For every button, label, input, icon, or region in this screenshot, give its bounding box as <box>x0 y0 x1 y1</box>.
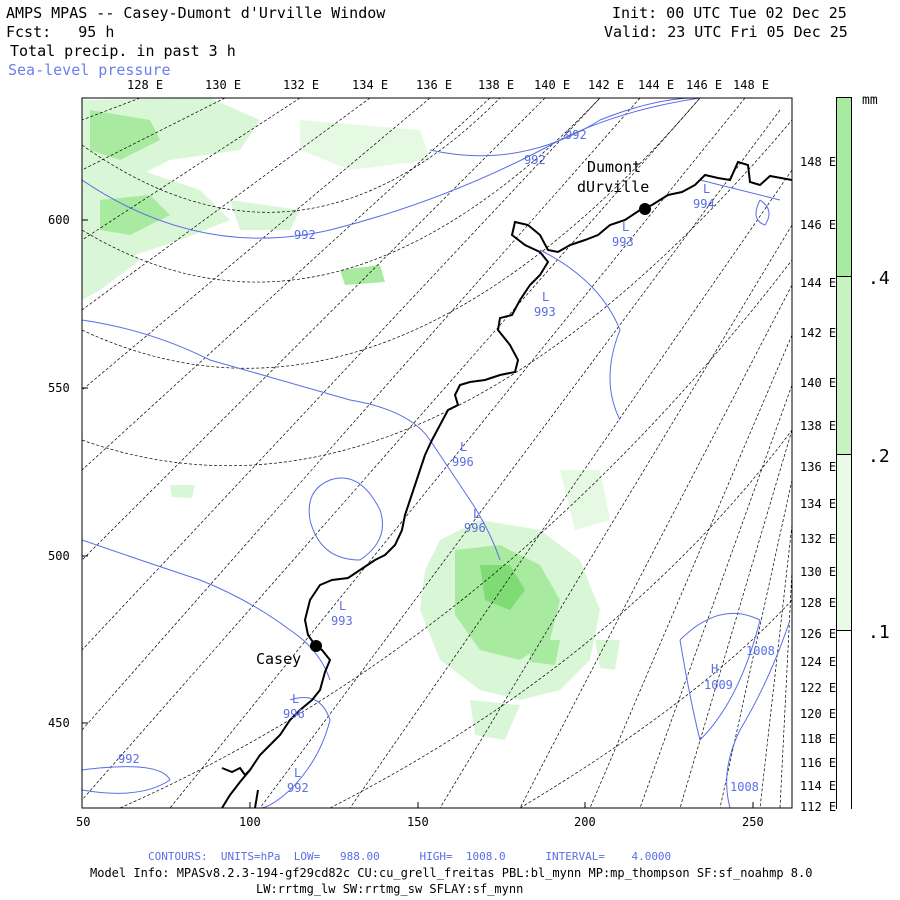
lon-label-right: 148 E <box>800 155 837 169</box>
contour-label: 993 <box>331 614 353 628</box>
lon-label-right: 116 E <box>800 756 837 770</box>
colorbar-label: .1 <box>868 622 890 643</box>
precip-shading <box>82 98 620 740</box>
low-center-marker: L <box>339 599 347 613</box>
latlon-grid <box>82 98 792 808</box>
forecast-hour: Fcst: 95 h <box>6 23 115 41</box>
lon-label-right: 136 E <box>800 460 837 474</box>
field-label: Total precip. in past 3 h <box>10 42 236 60</box>
x-axis-label: 200 <box>574 815 596 829</box>
lon-label-right: 124 E <box>800 655 837 669</box>
low-center-marker: L <box>294 766 302 780</box>
x-axis-label: 150 <box>407 815 429 829</box>
lon-label-top: 148 E <box>733 78 770 92</box>
lon-label-right: 118 E <box>800 732 837 746</box>
lon-label-top: 144 E <box>638 78 675 92</box>
model-info-line2: LW:rrtmg_lw SW:rrtmg_sw SFLAY:sf_mynn <box>256 882 524 896</box>
map-frame <box>81 97 793 809</box>
low-center-marker: L <box>622 220 630 234</box>
lon-label-right: 144 E <box>800 276 837 290</box>
low-center-marker: L <box>473 507 481 521</box>
x-axis-label: 50 <box>76 815 91 829</box>
contour-label: 992 <box>294 228 316 242</box>
x-axis-label: 250 <box>742 815 764 829</box>
lon-label-right: 130 E <box>800 565 837 579</box>
contour-label: 1009 <box>704 678 733 692</box>
contour-label: 993 <box>612 235 634 249</box>
lon-label-top: 146 E <box>686 78 723 92</box>
axis-ticks <box>81 219 754 808</box>
y-axis-label: 550 <box>48 381 70 395</box>
lon-label-top: 130 E <box>205 78 242 92</box>
low-center-marker: L <box>292 692 300 706</box>
lon-label-top: 138 E <box>478 78 515 92</box>
lon-label-right: 128 E <box>800 596 837 610</box>
x-axis-label: 100 <box>239 815 261 829</box>
dumont-label-line1: Dumont <box>587 158 642 176</box>
casey-station-marker[interactable] <box>310 640 322 652</box>
lon-label-top: 140 E <box>534 78 571 92</box>
colorbar-segment-none <box>837 630 851 809</box>
init-time: Init: 00 UTC Tue 02 Dec 25 <box>612 4 847 22</box>
contour-label: 1008 <box>746 644 775 658</box>
casey-label: Casey <box>256 650 302 668</box>
y-axis-label: 500 <box>48 549 70 563</box>
contour-label: 992 <box>524 153 546 167</box>
contour-label: 992 <box>287 781 309 795</box>
lon-label-right: 134 E <box>800 497 837 511</box>
low-center-marker: L <box>703 182 711 196</box>
colorbar-segment-high <box>837 98 851 276</box>
lon-label-right: 114 E <box>800 779 837 793</box>
colorbar-segment-mid <box>837 276 851 455</box>
contour-info: CONTOURS: UNITS=hPa LOW= 988.00 HIGH= 10… <box>148 850 672 863</box>
contour-label: 996 <box>452 455 474 469</box>
lon-label-right: 112 E <box>800 800 837 814</box>
contour-label: 996 <box>464 521 486 535</box>
lon-label-top: 136 E <box>416 78 453 92</box>
dumont-durville-station-marker[interactable] <box>639 203 651 215</box>
contour-label: 996 <box>283 707 305 721</box>
lon-label-top: 134 E <box>352 78 389 92</box>
valid-time: Valid: 23 UTC Fri 05 Dec 25 <box>604 23 848 41</box>
y-axis-label: 450 <box>48 716 70 730</box>
lon-label-right: 122 E <box>800 681 837 695</box>
lon-label-right: 146 E <box>800 218 837 232</box>
colorbar <box>836 97 852 809</box>
model-info: Model Info: MPASv8.2.3-194-gf29cd82c CU:… <box>90 866 813 880</box>
colorbar-segment-low <box>837 454 851 631</box>
low-center-marker: L <box>460 440 468 454</box>
overlay-label: Sea-level pressure <box>8 61 171 79</box>
y-axis-label: 600 <box>48 213 70 227</box>
map-title: AMPS MPAS -- Casey-Dumont d'Urville Wind… <box>6 4 386 22</box>
lon-label-top: 142 E <box>588 78 625 92</box>
dumont-label-line2: dUrville <box>577 178 650 196</box>
contour-label: 1008 <box>730 780 759 794</box>
contour-label: 994 <box>693 197 715 211</box>
colorbar-unit: mm <box>862 93 878 108</box>
lon-label-right: 126 E <box>800 627 837 641</box>
contour-label: 992 <box>565 128 587 142</box>
lon-label-right: 138 E <box>800 419 837 433</box>
lon-label-right: 142 E <box>800 326 837 340</box>
low-center-marker: L <box>542 290 550 304</box>
colorbar-label: .4 <box>868 268 890 289</box>
contour-label: 993 <box>534 305 556 319</box>
high-center-marker: H <box>711 662 719 676</box>
lon-label-top: 132 E <box>283 78 320 92</box>
lon-label-right: 132 E <box>800 532 837 546</box>
contour-label: 992 <box>118 752 140 766</box>
lon-label-top: 128 E <box>127 78 164 92</box>
colorbar-label: .2 <box>868 446 890 467</box>
lon-label-right: 140 E <box>800 376 837 390</box>
lon-label-right: 120 E <box>800 707 837 721</box>
